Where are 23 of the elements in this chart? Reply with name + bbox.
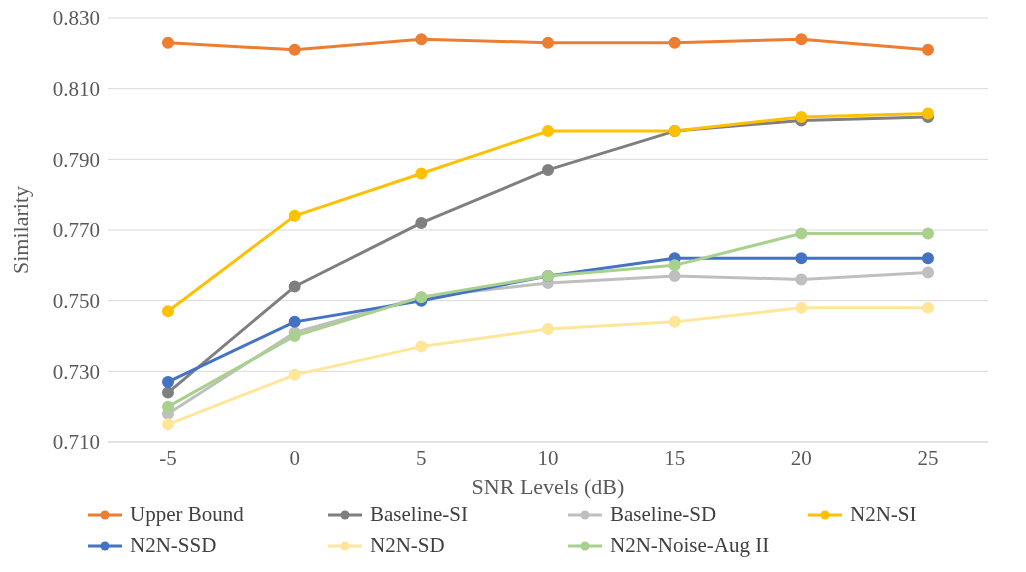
x-tick-label: 10 xyxy=(537,445,559,470)
y-axis-title: Similarity xyxy=(7,186,33,274)
x-axis-title: SNR Levels (dB) xyxy=(471,474,625,499)
x-tick-label: 25 xyxy=(917,445,939,470)
x-tick-label: 0 xyxy=(289,445,300,470)
x-tick-label: -5 xyxy=(159,445,177,470)
legend-label: N2N-SD xyxy=(370,533,445,558)
y-tick-label: 0.810 xyxy=(52,77,100,102)
legend-label: Upper Bound xyxy=(130,502,244,527)
legend-label: N2N-SI xyxy=(850,502,917,527)
legend-label: Baseline-SI xyxy=(370,502,468,527)
y-tick-label: 0.770 xyxy=(52,218,100,243)
legend-label: N2N-SSD xyxy=(130,533,217,558)
y-tick-label: 0.730 xyxy=(52,359,100,384)
y-tick-label: 0.710 xyxy=(52,430,100,455)
x-tick-label: 5 xyxy=(416,445,427,470)
y-tick-label: 0.790 xyxy=(52,147,100,172)
legend-label: N2N-Noise-Aug II xyxy=(610,533,770,558)
y-tick-label: 0.830 xyxy=(52,6,100,31)
x-tick-label: 15 xyxy=(664,445,686,470)
x-tick-label: 20 xyxy=(790,445,812,470)
y-tick-label: 0.750 xyxy=(52,289,100,314)
legend-label: Baseline-SD xyxy=(610,502,717,527)
